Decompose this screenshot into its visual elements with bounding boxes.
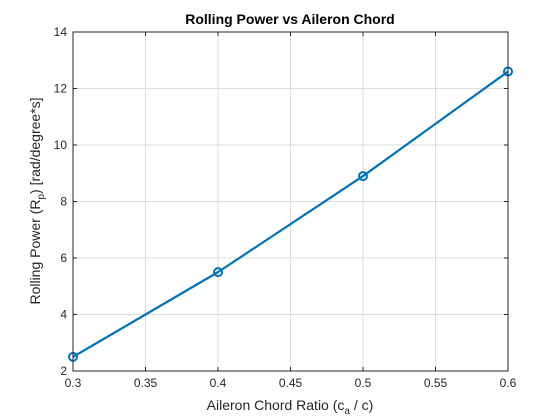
series-line [72,70,509,358]
y-tick-label: 2 [60,364,67,378]
data-point-marker [213,267,223,278]
y-tick-label: 10 [54,138,68,152]
x-tick-label: 0.5 [355,376,372,390]
chart-title: Rolling Power vs Aileron Chord [185,11,395,27]
x-tick-label: 0.3 [65,376,82,390]
x-tick-label: 0.4 [210,376,227,390]
y-tick-label: 8 [60,195,67,209]
y-tick-label: 4 [60,308,67,322]
y-tick-label: 14 [54,25,68,39]
y-tick-label: 6 [60,251,67,265]
x-tick-label: 0.6 [500,376,517,390]
x-tick-label: 0.45 [279,376,303,390]
y-axis-label: Rolling Power (Rp) [rad/degree*s] [27,97,47,304]
y-tick-label: 12 [54,82,68,96]
x-tick-label: 0.55 [424,376,448,390]
ticks: 0.3 0.35 0.4 0.45 0.5 0.55 0.6 2 4 6 8 10 12 14 [54,25,517,390]
x-tick-label: 0.35 [134,376,158,390]
data-point-marker [358,171,368,182]
x-axis-label: Aileron Chord Ratio (ca / c) [207,397,374,417]
